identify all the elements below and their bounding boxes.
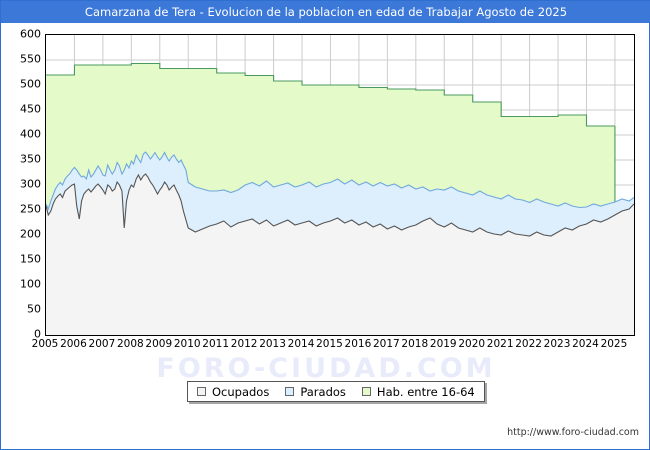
legend-item-ocupados[interactable]: Ocupados — [197, 385, 269, 399]
y-axis-labels: 0 50 100 150 200 250 300 350 400 450 500 550 600 — [1, 28, 41, 341]
x-tick-label: 2024 — [572, 338, 599, 350]
x-tick-label: 2005 — [31, 338, 59, 350]
y-tick-label: 400 — [20, 127, 41, 141]
chart-canvas — [46, 35, 634, 335]
y-tick-label: 350 — [20, 152, 41, 166]
y-tick-label: 550 — [20, 52, 41, 66]
y-tick-label: 250 — [20, 202, 41, 216]
y-tick-label: 600 — [20, 27, 41, 41]
y-tick-label: 450 — [20, 102, 41, 116]
legend-label-parados: Parados — [300, 384, 346, 399]
x-tick-label: 2023 — [543, 338, 571, 350]
x-tick-label: 2006 — [60, 338, 87, 350]
y-tick-label: 50 — [27, 302, 41, 316]
x-tick-label: 2020 — [458, 338, 486, 350]
y-tick-label: 100 — [20, 277, 41, 291]
x-axis-labels: 2005 2006 2007 2008 2009 2010 2011 2012 2013 2014… — [32, 338, 635, 354]
legend-label-habitantes: Hab. entre 16-64 — [376, 384, 475, 399]
x-tick-label: 2009 — [145, 338, 173, 350]
watermark: FORO-CIUDAD.COM — [156, 353, 496, 384]
x-tick-label: 2019 — [429, 338, 457, 350]
chart-legend: Ocupados Parados Hab. entre 16-64 — [187, 381, 485, 402]
legend-swatch-parados — [285, 387, 295, 396]
y-tick-label: 300 — [20, 177, 41, 191]
legend-swatch-ocupados — [197, 387, 206, 396]
window-title-bar: Camarzana de Tera - Evolucion de la pobl… — [1, 1, 650, 23]
y-tick-label: 200 — [20, 227, 41, 241]
x-tick-label: 2021 — [486, 338, 514, 350]
y-tick-label: 500 — [20, 77, 41, 91]
x-tick-label: 2012 — [230, 338, 258, 350]
x-tick-label: 2014 — [287, 338, 315, 350]
x-tick-label: 2013 — [259, 338, 286, 350]
x-tick-label: 2015 — [316, 338, 343, 350]
x-tick-label: 2010 — [173, 338, 201, 350]
x-tick-label: 2007 — [88, 338, 116, 350]
page-title: Camarzana de Tera - Evolucion de la pobl… — [84, 5, 568, 19]
y-tick-label: 0 — [34, 327, 41, 341]
x-tick-label: 2022 — [515, 338, 542, 350]
x-tick-label: 2017 — [372, 338, 400, 350]
legend-item-habitantes[interactable]: Hab. entre 16-64 — [361, 384, 475, 399]
y-tick-label: 150 — [20, 252, 41, 266]
x-tick-label: 2018 — [401, 338, 429, 350]
plot-area — [45, 34, 635, 336]
source-url[interactable]: http://www.foro-ciudad.com — [507, 427, 639, 438]
x-tick-label: 2011 — [202, 338, 230, 350]
x-tick-label: 2016 — [344, 338, 372, 350]
legend-item-parados[interactable]: Parados — [285, 385, 346, 399]
legend-swatch-habitantes — [361, 387, 371, 396]
legend-label-ocupados: Ocupados — [212, 384, 270, 399]
x-tick-label: 2025 — [600, 338, 628, 350]
x-tick-label: 2008 — [116, 338, 144, 350]
